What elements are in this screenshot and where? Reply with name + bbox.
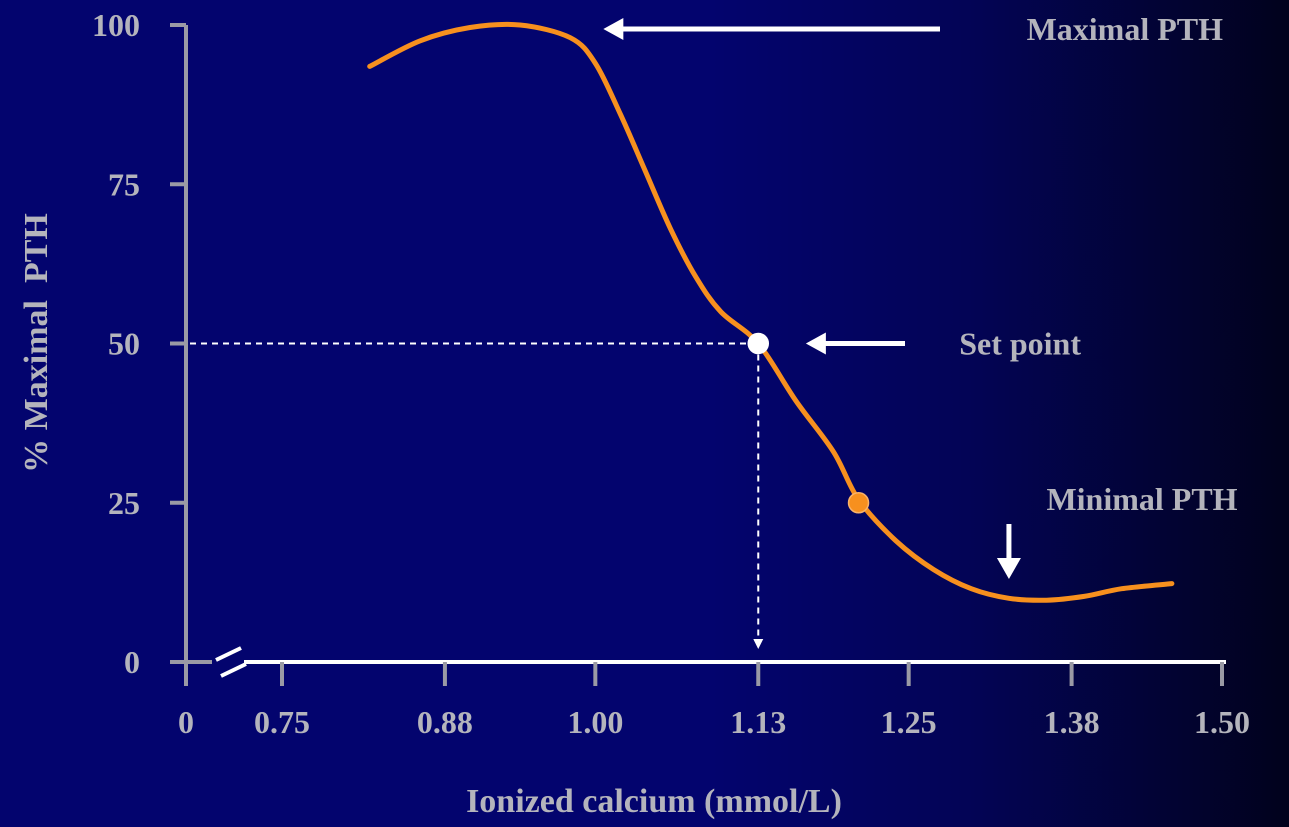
annotation-set-point: Set point [959,326,1081,362]
x-tick-label: 1.25 [881,704,937,740]
annotation-arrow-head [996,558,1021,579]
set-point-marker [747,332,770,355]
annotation-minimal-pth: Minimal PTH [1046,481,1237,517]
axis-break-mark [220,662,247,678]
x-tick-label: 1.38 [1044,704,1100,740]
y-tick-label: 0 [124,644,140,680]
annotation-maximal-pth: Maximal PTH [1027,11,1224,47]
y-tick-label: 25 [108,485,140,521]
x-axis-title: Ionized calcium (mmol/L) [466,783,842,820]
x-tick-label: 1.50 [1194,704,1250,740]
x-tick-label: 0.75 [254,704,310,740]
x-tick-label: 0 [178,704,194,740]
axis-break-mark [215,646,242,662]
x-tick-label: 1.13 [730,704,786,740]
annotation-arrow-head [805,332,826,355]
x-tick-label: 1.00 [567,704,623,740]
y-tick-label: 100 [92,7,140,43]
y-tick-label: 50 [108,326,140,362]
y-axis-title: % Maximal PTH [18,213,55,473]
curve-point-marker [847,492,870,514]
x-tick-label: 0.88 [417,704,473,740]
annotation-arrow-head [603,18,624,40]
y-tick-label: 75 [108,166,140,202]
